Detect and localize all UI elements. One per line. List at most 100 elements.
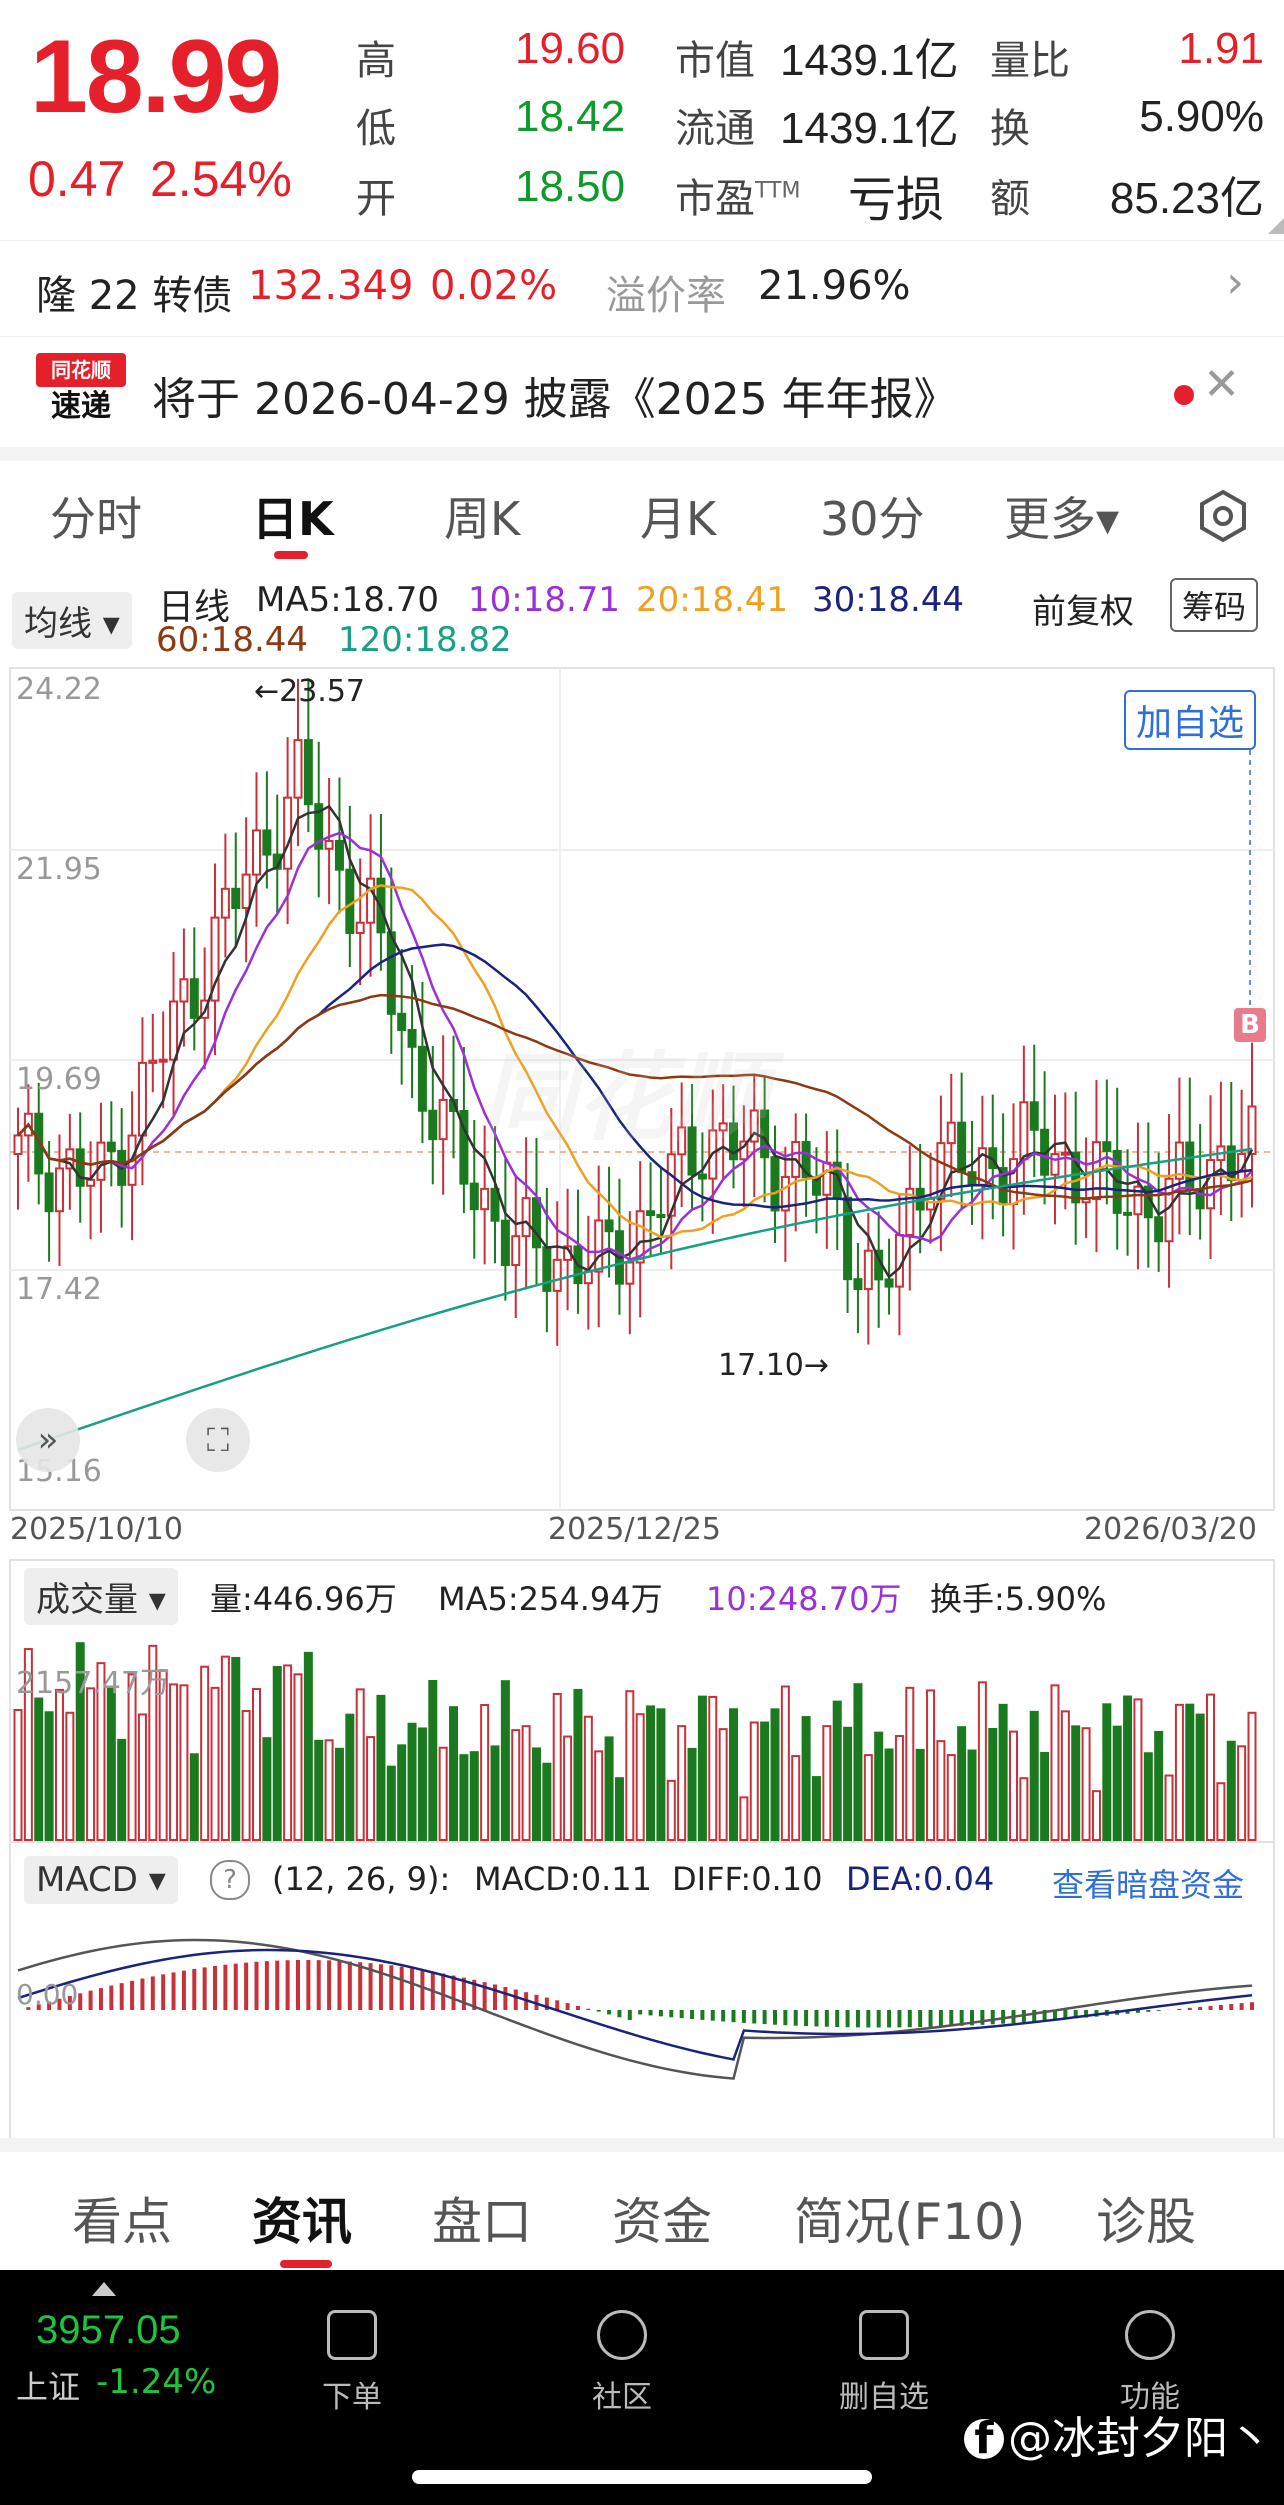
mktcap-value: 1439.1亿 <box>780 36 959 85</box>
volume-bar <box>635 1713 645 1842</box>
volume-bar <box>1247 1711 1257 1841</box>
tab-diagnosis[interactable]: 诊股 <box>1096 2193 1196 2251</box>
macd-value: MACD:0.11 <box>474 1860 652 1898</box>
candle-body <box>137 1061 147 1137</box>
volume-bar <box>884 1748 894 1842</box>
chip-distribution-button[interactable]: 筹码 <box>1170 578 1259 632</box>
notice-row[interactable]: 同花顺 速递 将于 2026-04-29 披露《2025 年年报》 ✕ <box>0 336 1284 447</box>
volume-bar <box>666 1779 676 1842</box>
volume-bar <box>345 1713 355 1842</box>
volume-bar <box>604 1736 614 1841</box>
chevron-right-icon: › <box>1226 257 1244 308</box>
tab-fenshi[interactable]: 分时 <box>50 492 142 546</box>
tab-orderbook[interactable]: 盘口 <box>432 2193 532 2251</box>
fullscreen-icon[interactable]: ⛶ <box>186 1408 250 1472</box>
volume-bar <box>54 1688 64 1841</box>
volume-bar <box>1226 1740 1236 1841</box>
volume-bar <box>708 1695 718 1841</box>
remove-watch-icon <box>859 2310 909 2360</box>
volume-bar <box>770 1708 780 1841</box>
volume-bar <box>583 1715 593 1842</box>
tab-more[interactable]: 更多▾ <box>1004 492 1120 546</box>
candle-body <box>345 868 355 934</box>
last-price: 18.99 <box>30 19 282 135</box>
nav-remove-watch[interactable]: 删自选 <box>824 2310 944 2416</box>
volume-turnover: 换手:5.90% <box>930 1580 1107 1618</box>
volume-bar <box>407 1722 417 1842</box>
tab-weekly-k[interactable]: 周K <box>444 492 521 546</box>
candle-body <box>656 1214 666 1219</box>
low-value: 18.42 <box>515 92 626 141</box>
volume-bar <box>936 1740 946 1842</box>
tab-f10[interactable]: 简况(F10) <box>794 2193 1026 2251</box>
volume-bar <box>511 1729 521 1842</box>
volume-bar <box>946 1754 956 1841</box>
nav-community[interactable]: 社区 <box>562 2310 682 2416</box>
active-tab-indicator <box>274 551 308 559</box>
tab-monthly-k[interactable]: 月K <box>640 492 717 546</box>
kline-frame <box>9 667 1275 1511</box>
convertible-bond-row[interactable]: 隆 22 转债 132.349 0.02% 溢价率 21.96% › <box>0 240 1284 336</box>
volume-bar <box>521 1725 531 1841</box>
volume-bar <box>459 1754 469 1842</box>
dark-pool-link[interactable]: 查看暗盘资金 <box>1052 1866 1245 1904</box>
candle-body <box>241 873 251 910</box>
candle-body <box>86 1178 96 1187</box>
candle-body <box>293 739 303 799</box>
volume-bar <box>86 1687 96 1841</box>
volume-indicator-select[interactable]: 成交量 ▾ <box>24 1568 178 1625</box>
candle-body <box>677 1126 687 1156</box>
candle-body <box>54 1167 64 1213</box>
up-arrow-icon[interactable] <box>92 2282 116 2296</box>
quote-header: 18.99 0.47 2.54% 高 19.60 低 18.42 开 18.50… <box>0 0 1284 240</box>
volume-bar <box>1060 1710 1070 1841</box>
close-icon[interactable]: ✕ <box>1203 359 1240 410</box>
tab-30min[interactable]: 30分 <box>820 492 925 546</box>
tab-daily-k[interactable]: 日K <box>252 492 334 546</box>
ma120-line <box>17 1147 1253 1452</box>
candle-body <box>220 887 230 919</box>
candle-body <box>760 1109 770 1159</box>
volume-bar <box>1071 1725 1081 1842</box>
candle-body <box>718 1122 728 1132</box>
volume-bar <box>179 1684 189 1842</box>
volume-bar <box>822 1725 832 1841</box>
price-adjust-select[interactable]: 前复权 <box>1032 592 1134 632</box>
open-label: 开 <box>356 176 396 222</box>
tab-highlights[interactable]: 看点 <box>72 2193 172 2251</box>
candle-body <box>303 739 313 806</box>
candle-body <box>946 1121 956 1145</box>
volume-bar <box>1195 1713 1205 1842</box>
tab-news[interactable]: 资讯 <box>252 2193 352 2251</box>
ma-indicator-select[interactable]: 均线 ▾ <box>12 592 132 649</box>
candle-body <box>521 1197 531 1238</box>
candle-body <box>1050 1153 1060 1176</box>
volume-bar <box>428 1680 438 1842</box>
nav-functions[interactable]: 功能 <box>1090 2310 1210 2416</box>
nav-order[interactable]: 下单 <box>292 2310 412 2416</box>
volume-bar <box>65 1711 75 1841</box>
volume-value: 量:446.96万 <box>210 1580 397 1618</box>
help-icon[interactable]: ? <box>210 1860 250 1900</box>
kline-type-label: 日线 <box>158 587 231 628</box>
volume-bar <box>376 1694 386 1842</box>
candle-body <box>324 839 334 850</box>
menu-icon <box>1125 2310 1175 2360</box>
macd-indicator-select[interactable]: MACD ▾ <box>24 1856 178 1904</box>
settings-hexagon-icon[interactable] <box>1196 489 1250 547</box>
expand-left-icon[interactable]: » <box>16 1408 80 1472</box>
tab-funds[interactable]: 资金 <box>612 2193 712 2251</box>
candle-body <box>604 1219 614 1233</box>
date-end: 2026/03/20 <box>1084 1512 1257 1547</box>
add-watchlist-button[interactable]: 加自选 <box>1124 690 1257 750</box>
volume-bar <box>314 1739 324 1841</box>
volume-bar <box>905 1686 915 1842</box>
ma5-value: MA5:18.70 <box>256 580 440 620</box>
volume-bar <box>1185 1703 1195 1842</box>
y-tick-2: 19.69 <box>16 1062 102 1097</box>
volume-bar <box>1008 1730 1018 1842</box>
volume-bar <box>148 1644 158 1842</box>
price-change-pct: 2.54% <box>150 151 292 207</box>
index-name: 上证 <box>16 2368 81 2406</box>
high-value: 19.60 <box>515 24 626 73</box>
